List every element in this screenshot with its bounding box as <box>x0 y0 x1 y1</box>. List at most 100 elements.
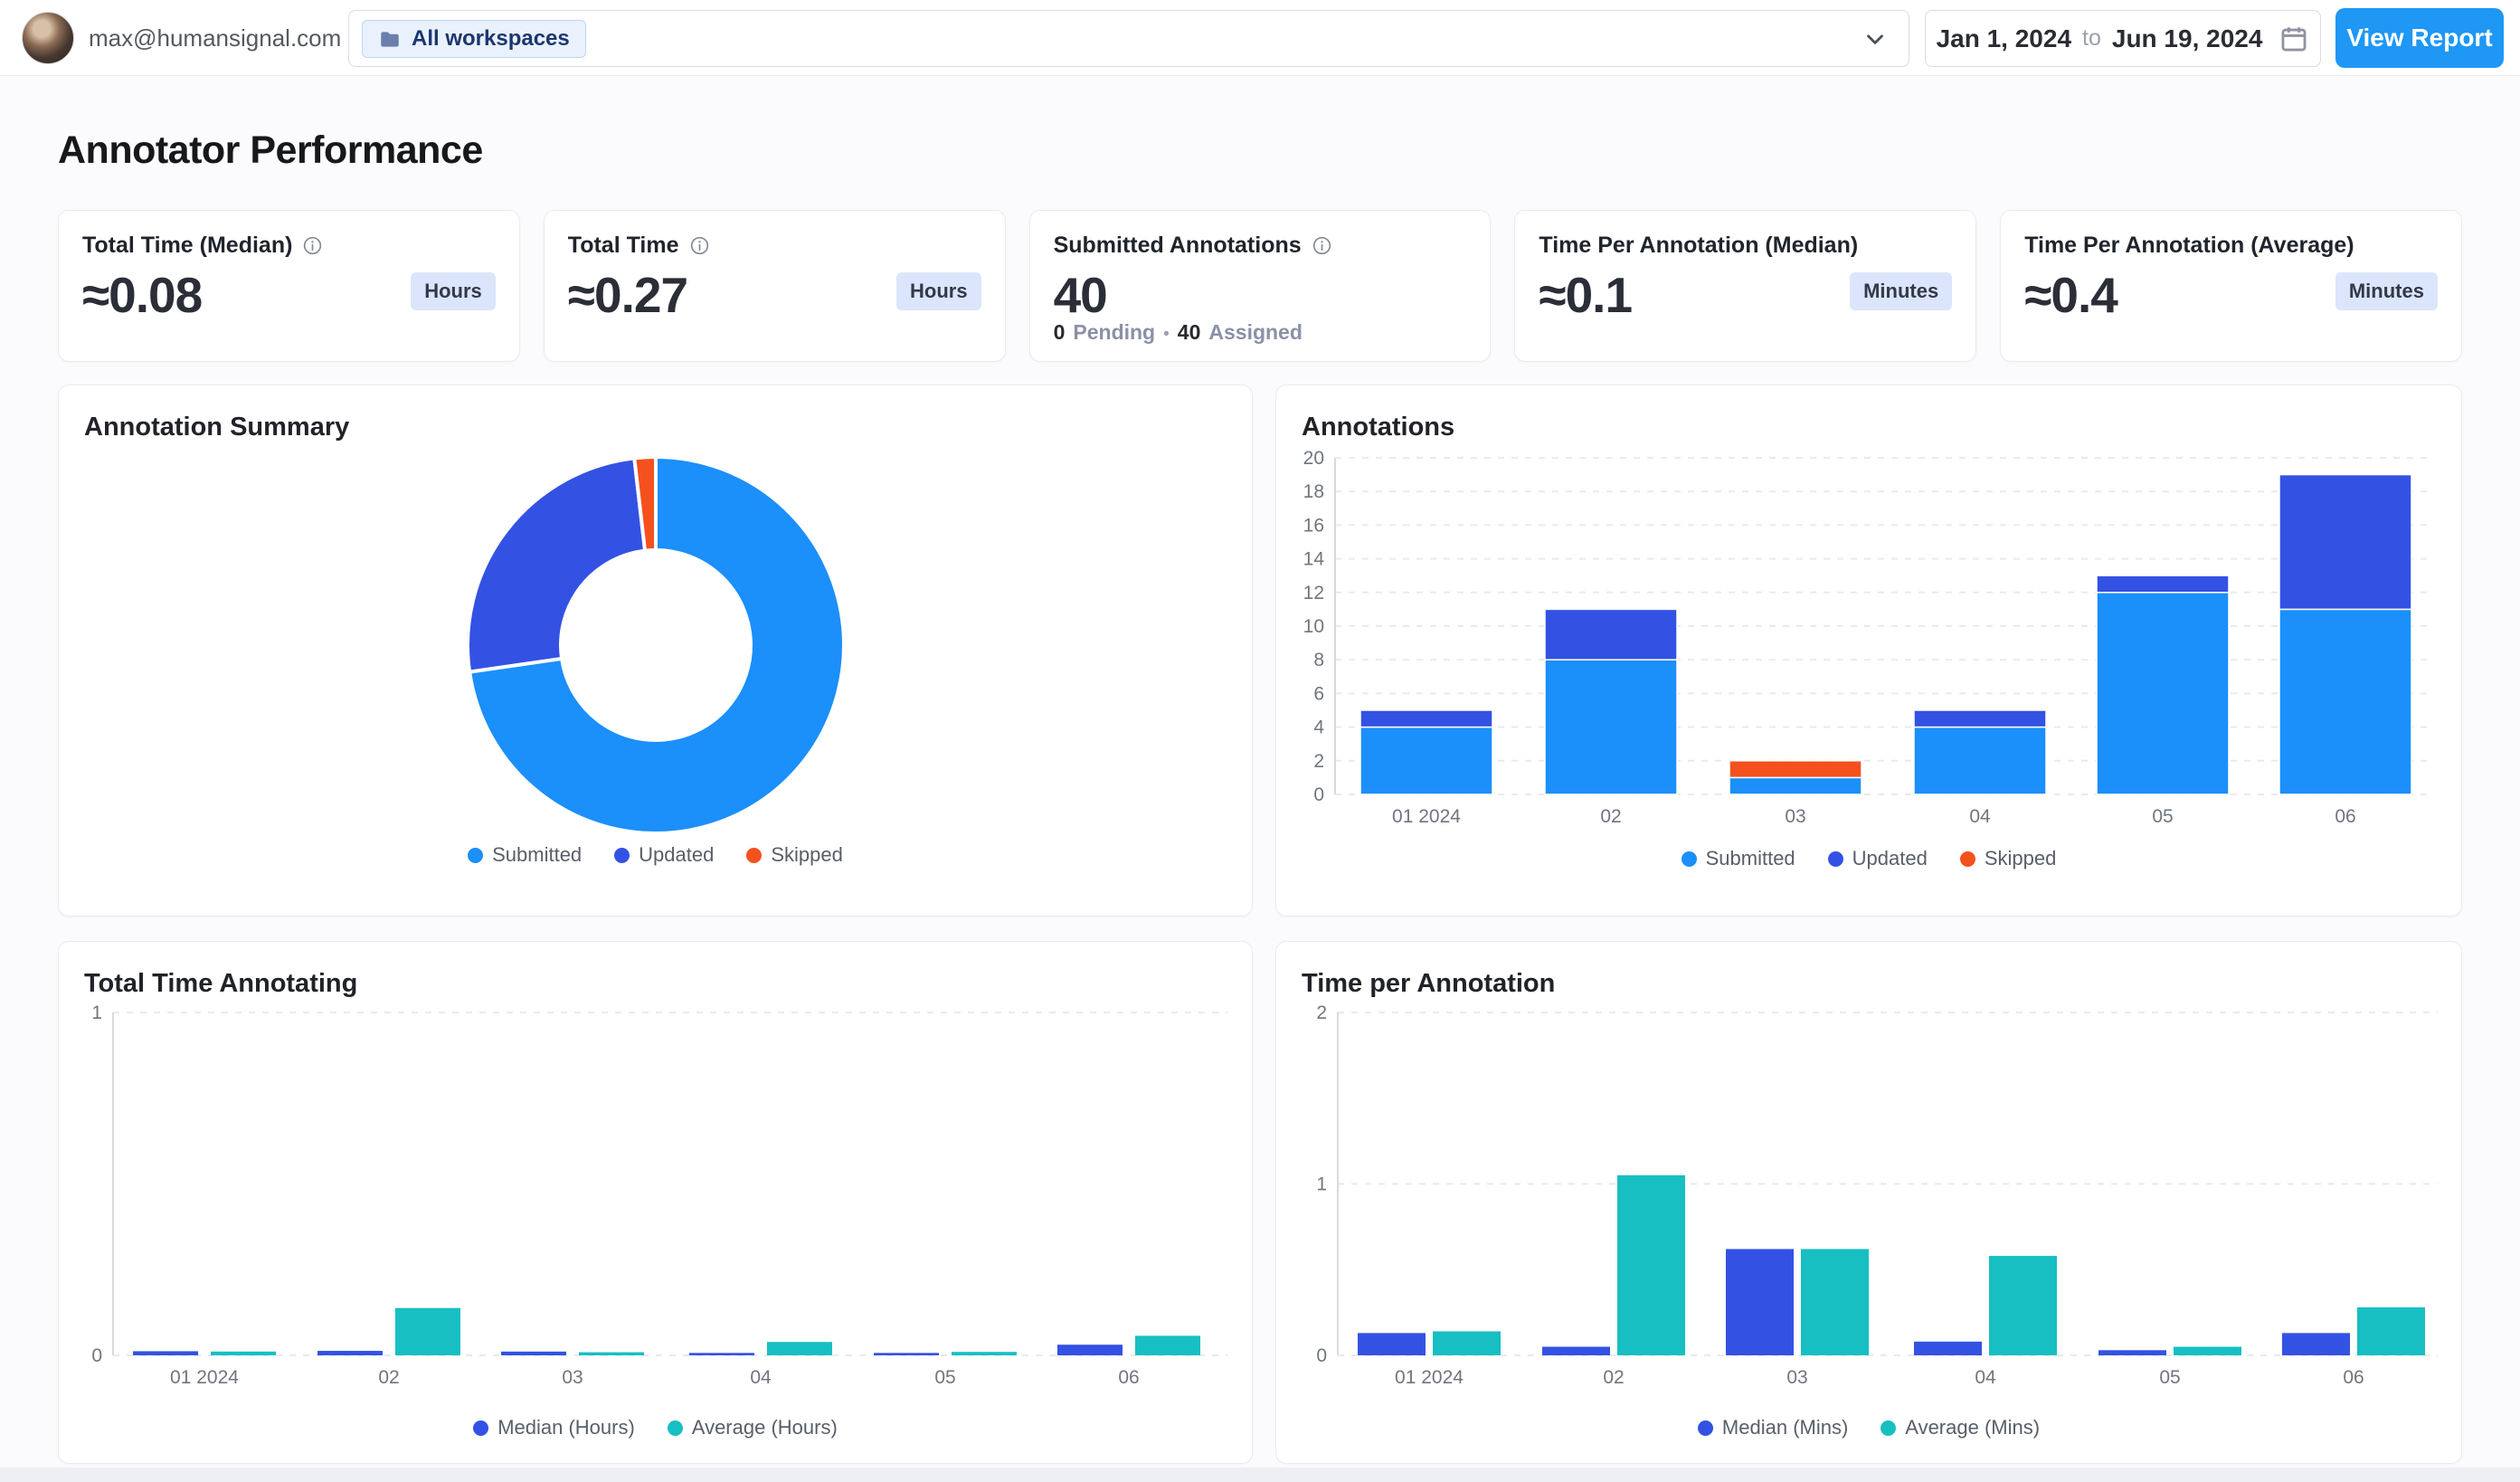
time-per-annotation-card: Time per Annotation 0 1 2 01 2024 02 03 04 05 06… <box>1275 941 2462 1464</box>
svg-text:02: 02 <box>1603 1367 1624 1388</box>
stat-label: Time Per Annotation (Average) <box>2024 233 2354 258</box>
legend-dot <box>746 847 763 863</box>
svg-text:05: 05 <box>934 1367 955 1388</box>
svg-text:04: 04 <box>1969 806 1991 827</box>
svg-text:0: 0 <box>1316 1345 1327 1366</box>
svg-text:1: 1 <box>1316 1174 1327 1195</box>
info-icon[interactable] <box>1312 235 1332 256</box>
svg-text:4: 4 <box>1313 717 1324 738</box>
stat-label: Total Time (Median) <box>82 233 293 258</box>
legend-dot <box>1827 850 1843 867</box>
svg-text:01 2024: 01 2024 <box>1395 1367 1464 1388</box>
date-separator: to <box>2082 25 2101 51</box>
donut-legend: Submitted Updated Skipped <box>59 843 1252 867</box>
stat-footer: 0 Pending • 40 Assigned <box>1054 320 1303 345</box>
svg-text:02: 02 <box>378 1367 399 1388</box>
svg-text:20: 20 <box>1303 448 1324 469</box>
legend-label: Median (Mins) <box>1721 1416 1849 1439</box>
calendar-icon <box>2278 24 2309 54</box>
legend-dot <box>1697 1420 1713 1436</box>
chart-title: Total Time Annotating <box>84 969 358 998</box>
time-per-annotation-bar-chart[interactable]: 0 1 2 01 2024 02 03 04 05 06 <box>1276 942 2463 1465</box>
pending-count: 0 <box>1053 320 1066 344</box>
date-start: Jan 1, 2024 <box>1936 24 2072 52</box>
stat-value: ≈0.27 <box>567 267 688 323</box>
stat-value: ≈0.4 <box>2024 267 2118 323</box>
date-range-picker[interactable]: Jan 1, 2024 to Jun 19, 2024 <box>1925 10 2321 67</box>
legend-item-skipped[interactable]: Skipped <box>1959 847 2057 870</box>
page-title: Annotator Performance <box>58 128 483 172</box>
legend-item-submitted[interactable]: Submitted <box>1681 847 1795 870</box>
time-per-legend: Median (Mins) Average (Mins) <box>1276 1416 2461 1439</box>
svg-text:03: 03 <box>1786 1367 1807 1388</box>
view-report-button[interactable]: View Report <box>2335 8 2504 68</box>
svg-text:8: 8 <box>1313 650 1324 670</box>
legend-dot <box>667 1420 683 1436</box>
stat-value: 40 <box>1053 267 1108 323</box>
chart-title: Time per Annotation <box>1302 969 1556 998</box>
legend-item-updated[interactable]: Updated <box>1827 847 1928 870</box>
info-icon[interactable] <box>689 235 710 256</box>
legend-dot <box>473 1420 489 1436</box>
legend-label: Submitted <box>492 843 583 866</box>
legend-label: Skipped <box>771 843 843 866</box>
svg-text:03: 03 <box>562 1367 583 1388</box>
legend-dot <box>468 847 484 863</box>
stat-card-total-time-median: Total Time (Median) ≈0.08 Hours <box>58 210 520 362</box>
avatar[interactable] <box>22 12 74 64</box>
workspace-select[interactable]: All workspaces <box>348 10 1909 67</box>
stat-card-time-per-annotation-average: Time Per Annotation (Average) ≈0.4 Minut… <box>2000 210 2462 362</box>
legend-item-submitted[interactable]: Submitted <box>468 843 582 867</box>
legend-dot <box>1959 850 1975 867</box>
legend-item-median-mins[interactable]: Median (Mins) <box>1697 1416 1849 1439</box>
legend-item-average-mins[interactable]: Average (Mins) <box>1881 1416 2040 1439</box>
stat-card-total-time: Total Time ≈0.27 Hours <box>543 210 1006 362</box>
stat-value: ≈0.08 <box>82 267 203 323</box>
total-time-annotating-card: Total Time Annotating 0 1 01 2024 02 03 04 05 0… <box>58 941 1253 1464</box>
legend-label: Submitted <box>1705 847 1795 869</box>
legend-label: Updated <box>639 843 715 866</box>
workspace-chip[interactable]: All workspaces <box>362 19 586 58</box>
svg-text:04: 04 <box>1975 1367 1996 1388</box>
legend-item-skipped[interactable]: Skipped <box>746 843 843 867</box>
svg-text:2: 2 <box>1313 751 1324 772</box>
svg-text:18: 18 <box>1303 481 1324 502</box>
legend-item-updated[interactable]: Updated <box>614 843 714 867</box>
unit-badge: Minutes <box>1850 272 1953 310</box>
legend-dot <box>614 847 630 863</box>
svg-text:0: 0 <box>1313 784 1324 805</box>
stat-value: ≈0.1 <box>1539 267 1633 323</box>
info-icon[interactable] <box>302 235 323 256</box>
annotation-summary-donut[interactable] <box>59 385 1254 917</box>
annotation-summary-card: Annotation Summary Submitted Updated Ski… <box>58 385 1253 917</box>
legend-label: Average (Mins) <box>1905 1416 2041 1439</box>
annotations-chart-card: Annotations 0 2 4 6 8 10 12 14 16 18 20 01 2024 02 03… <box>1275 385 2462 917</box>
svg-text:0: 0 <box>91 1345 102 1366</box>
legend-item-median-hours[interactable]: Median (Hours) <box>473 1416 635 1439</box>
legend-label: Average (Hours) <box>691 1416 838 1439</box>
svg-text:06: 06 <box>2335 806 2355 827</box>
legend-item-average-hours[interactable]: Average (Hours) <box>667 1416 838 1439</box>
svg-text:06: 06 <box>2343 1367 2364 1388</box>
legend-label: Skipped <box>1984 847 2057 869</box>
chart-title: Annotation Summary <box>84 413 350 442</box>
assigned-label: Assigned <box>1208 320 1303 344</box>
chevron-down-icon[interactable] <box>1862 25 1889 52</box>
assigned-count: 40 <box>1177 320 1201 344</box>
chart-title: Annotations <box>1302 413 1455 442</box>
unit-badge: Hours <box>896 272 981 310</box>
annotations-legend: Submitted Updated Skipped <box>1276 847 2461 870</box>
svg-text:02: 02 <box>1600 806 1621 827</box>
svg-text:05: 05 <box>2152 806 2173 827</box>
svg-text:14: 14 <box>1303 549 1325 570</box>
svg-text:2: 2 <box>1316 1002 1327 1023</box>
svg-text:16: 16 <box>1303 515 1324 536</box>
dot-separator: • <box>1163 325 1170 344</box>
total-time-legend: Median (Hours) Average (Hours) <box>59 1416 1252 1439</box>
total-time-bar-chart[interactable]: 0 1 01 2024 02 03 04 05 06 <box>59 942 1254 1465</box>
svg-text:10: 10 <box>1303 616 1324 637</box>
stat-cards-row: Total Time (Median) ≈0.08 Hours Total Ti… <box>58 210 2462 362</box>
legend-label: Updated <box>1852 847 1928 869</box>
stat-label: Submitted Annotations <box>1053 233 1302 258</box>
